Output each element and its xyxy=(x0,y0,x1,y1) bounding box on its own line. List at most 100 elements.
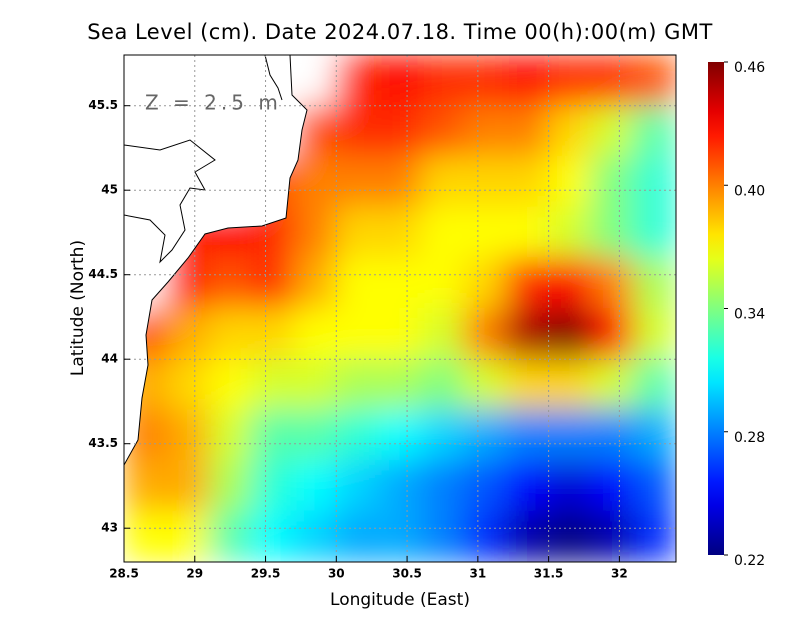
cell xyxy=(420,55,465,107)
cell xyxy=(420,105,465,157)
cell xyxy=(633,257,676,309)
cell xyxy=(633,105,676,157)
cell xyxy=(208,510,252,562)
cell xyxy=(633,409,676,462)
cell xyxy=(250,257,295,309)
cell xyxy=(335,510,380,562)
cell xyxy=(548,308,592,360)
cell xyxy=(165,409,210,462)
colorbar-tick-label: 0.46 xyxy=(734,60,765,76)
cell xyxy=(505,206,550,259)
cell xyxy=(463,409,507,462)
cell xyxy=(463,460,507,512)
cell xyxy=(378,308,422,360)
cell xyxy=(165,510,210,562)
cell xyxy=(505,460,550,512)
cell xyxy=(420,510,465,562)
cell xyxy=(124,460,167,512)
cell xyxy=(463,308,507,360)
grid xyxy=(123,55,676,562)
x-tick-label: 29 xyxy=(186,567,203,581)
cell xyxy=(633,55,676,107)
cell xyxy=(250,510,295,562)
cell xyxy=(505,409,550,462)
y-tick-label: 45 xyxy=(101,183,118,197)
cell xyxy=(208,257,252,309)
cell xyxy=(633,358,676,411)
cell xyxy=(590,105,635,157)
cell xyxy=(335,358,380,411)
colorbar-tick-label: 0.28 xyxy=(734,430,765,446)
cell xyxy=(505,155,550,208)
cell xyxy=(208,308,252,360)
cell xyxy=(250,358,295,411)
cell xyxy=(378,206,422,259)
colorbar-tick-label: 0.34 xyxy=(734,307,765,323)
cell xyxy=(548,105,592,157)
cell xyxy=(505,105,550,157)
cell xyxy=(335,105,380,157)
cell xyxy=(378,358,422,411)
cell xyxy=(124,510,167,562)
plot-frame xyxy=(123,54,677,563)
cell xyxy=(548,409,592,462)
colorbar-ticks xyxy=(724,61,728,556)
cell xyxy=(165,358,210,411)
cell xyxy=(463,206,507,259)
cell xyxy=(590,460,635,512)
cell xyxy=(420,206,465,259)
cell xyxy=(378,409,422,462)
cell xyxy=(420,257,465,309)
y-tick-label: 43 xyxy=(101,521,118,535)
cell xyxy=(293,510,337,562)
cell xyxy=(378,55,422,107)
river xyxy=(264,55,283,101)
chart-title: Sea Level (cm). Date 2024.07.18. Time 00… xyxy=(87,20,713,44)
y-tick-label: 44.5 xyxy=(88,267,118,281)
cell xyxy=(505,358,550,411)
cell xyxy=(250,409,295,462)
cell xyxy=(590,358,635,411)
cell xyxy=(293,308,337,360)
cell xyxy=(633,206,676,259)
colorbar-tick-label: 0.22 xyxy=(734,553,765,569)
cell xyxy=(420,409,465,462)
cell xyxy=(548,358,592,411)
cell xyxy=(590,257,635,309)
x-tick-label: 28.5 xyxy=(109,567,139,581)
cell xyxy=(548,206,592,259)
cell xyxy=(250,308,295,360)
cell xyxy=(590,55,635,107)
cell xyxy=(633,308,676,360)
coastline xyxy=(124,55,308,467)
cell xyxy=(208,358,252,411)
cell xyxy=(548,155,592,208)
cell xyxy=(293,460,337,512)
cell xyxy=(335,55,380,107)
cell xyxy=(335,308,380,360)
border xyxy=(124,139,216,264)
cell xyxy=(208,409,252,462)
cell xyxy=(293,155,337,208)
cell xyxy=(378,105,422,157)
cell xyxy=(590,409,635,462)
cell xyxy=(463,257,507,309)
cell xyxy=(505,257,550,309)
x-tick-label: 30.5 xyxy=(392,567,422,581)
cell xyxy=(293,409,337,462)
x-tick-label: 31.5 xyxy=(534,567,564,581)
cell xyxy=(505,55,550,107)
cell xyxy=(378,155,422,208)
cell xyxy=(463,55,507,107)
cell xyxy=(590,155,635,208)
cell xyxy=(505,308,550,360)
y-tick-label: 45.5 xyxy=(88,98,118,112)
x-tick-label: 31 xyxy=(469,567,486,581)
cell xyxy=(548,55,592,107)
cell xyxy=(463,358,507,411)
cell xyxy=(420,155,465,208)
y-tick-label: 44 xyxy=(101,352,118,366)
cell xyxy=(463,510,507,562)
y-tick-label: 43.5 xyxy=(88,436,118,450)
